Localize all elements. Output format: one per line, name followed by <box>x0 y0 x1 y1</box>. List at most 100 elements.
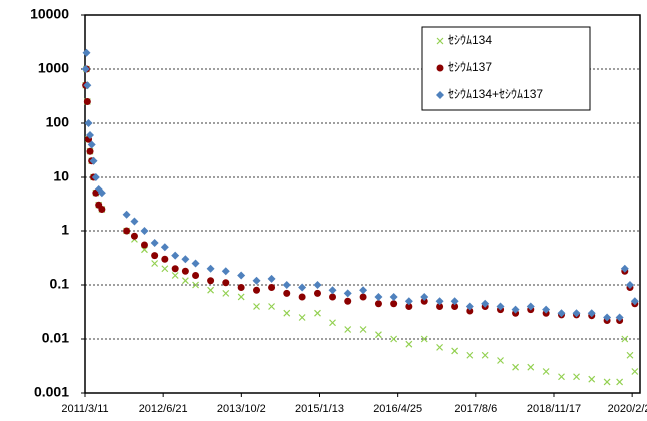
point <box>465 302 474 311</box>
point <box>436 302 444 310</box>
point <box>497 357 504 364</box>
point <box>527 363 535 371</box>
point <box>181 255 190 264</box>
y-tick-label: 10 <box>53 168 69 184</box>
point <box>621 335 629 343</box>
point <box>313 281 322 289</box>
point <box>481 351 489 359</box>
point <box>191 259 200 268</box>
point <box>359 293 367 301</box>
point <box>130 217 139 226</box>
point <box>420 297 428 305</box>
point <box>450 297 459 306</box>
point <box>557 309 566 318</box>
point <box>87 140 96 149</box>
point <box>171 265 179 273</box>
point <box>329 319 336 327</box>
point <box>222 289 230 297</box>
point <box>328 286 337 295</box>
point <box>151 252 159 260</box>
point <box>436 343 444 351</box>
point <box>268 303 275 310</box>
point <box>511 305 520 314</box>
point <box>267 274 276 283</box>
point <box>140 227 149 235</box>
point <box>222 279 230 287</box>
point <box>283 309 291 317</box>
point <box>89 156 98 165</box>
point <box>420 292 429 301</box>
point <box>558 373 565 381</box>
point <box>181 277 189 285</box>
point <box>359 286 368 295</box>
point <box>161 265 169 273</box>
legend-marker <box>436 37 444 45</box>
point <box>343 289 352 298</box>
point <box>192 271 200 279</box>
point <box>283 289 291 297</box>
point <box>140 241 148 249</box>
point <box>237 283 245 291</box>
point <box>314 309 321 317</box>
legend-marker <box>436 91 444 99</box>
x-tick-label: 2018/11/17 <box>527 403 581 415</box>
point <box>542 368 550 375</box>
point <box>405 340 413 348</box>
y-tick-label: 100 <box>46 114 70 130</box>
x-tick-label: 2011/3/11 <box>61 403 108 415</box>
point <box>81 65 90 73</box>
plot-frame <box>84 14 641 394</box>
point <box>451 302 459 310</box>
point <box>359 326 367 333</box>
x-tick-label: 2013/10/2 <box>217 403 266 415</box>
y-tick-label: 10000 <box>30 6 69 22</box>
legend-marker <box>436 64 444 72</box>
legend-label: ｾｼｳﾑ137 <box>448 60 492 74</box>
point <box>481 299 490 308</box>
x-tick-label: 2020/2/28 <box>608 403 647 415</box>
point <box>123 227 131 235</box>
point <box>404 297 413 306</box>
point <box>192 281 199 289</box>
point <box>313 289 321 297</box>
point <box>572 309 581 318</box>
point <box>389 292 398 301</box>
point <box>282 281 291 289</box>
point <box>573 373 580 381</box>
point <box>435 297 444 306</box>
point <box>83 81 92 90</box>
point <box>616 378 624 386</box>
point <box>221 267 230 276</box>
point <box>631 368 639 375</box>
point <box>587 309 596 318</box>
point <box>237 271 246 280</box>
point <box>97 189 106 198</box>
point <box>86 147 94 155</box>
point <box>630 297 639 306</box>
point <box>390 300 398 308</box>
point <box>420 335 428 343</box>
point <box>526 302 535 311</box>
point <box>329 293 337 301</box>
point <box>161 255 169 263</box>
point <box>603 378 611 386</box>
point <box>98 206 106 214</box>
point <box>86 130 95 139</box>
point <box>344 326 352 333</box>
point <box>130 232 138 240</box>
point <box>603 313 612 322</box>
point <box>181 267 189 275</box>
point <box>206 264 215 273</box>
point <box>466 307 474 315</box>
legend-label: ｾｼｳﾑ134 <box>448 33 492 47</box>
y-tick-label: 1000 <box>38 60 69 76</box>
point <box>171 272 179 279</box>
point <box>625 281 634 289</box>
point <box>588 375 596 383</box>
point <box>253 286 261 294</box>
point <box>466 351 474 359</box>
y-tick-label: 0.001 <box>34 384 69 400</box>
point <box>512 363 519 371</box>
point <box>253 303 260 310</box>
